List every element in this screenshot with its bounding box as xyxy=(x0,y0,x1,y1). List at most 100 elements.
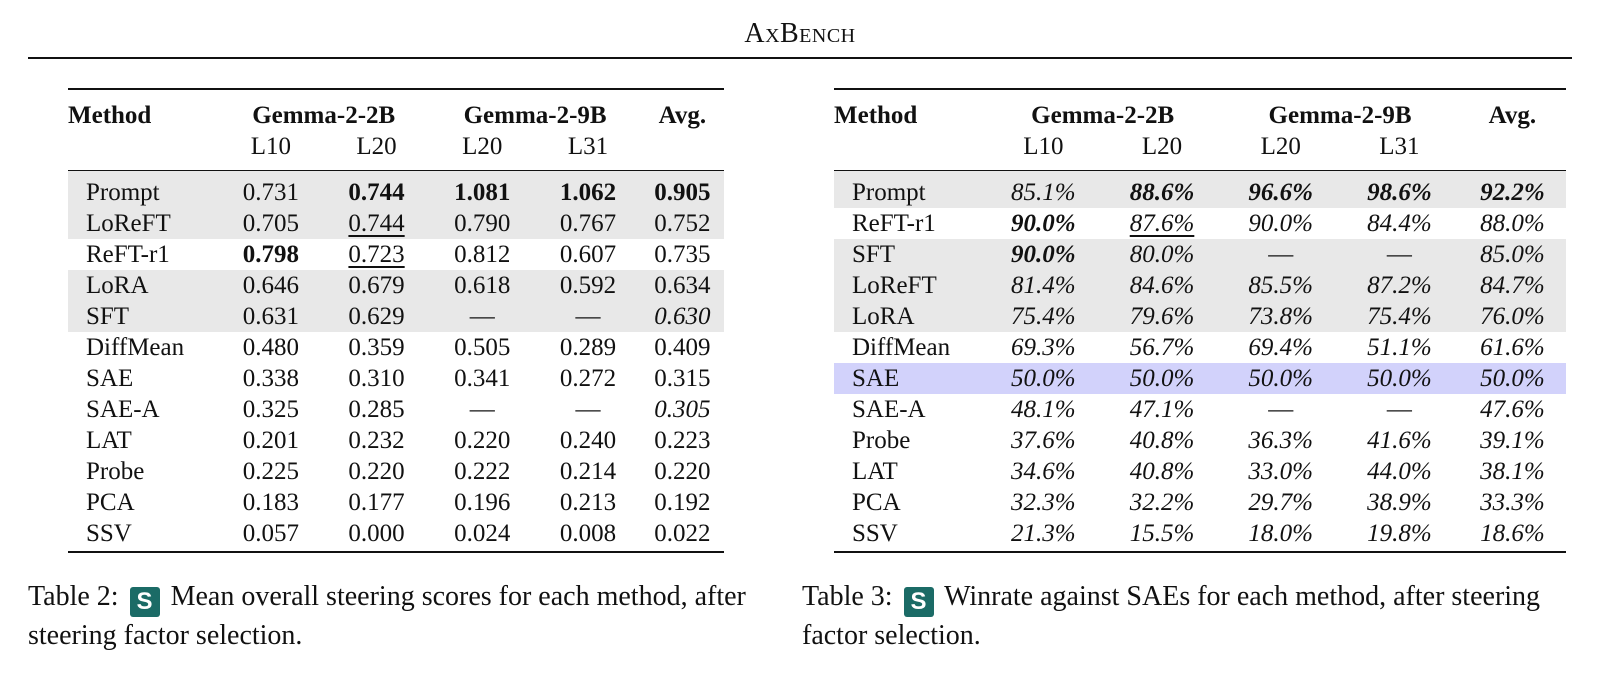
value-cell: 75.4% xyxy=(984,301,1103,332)
value-cell: 29.7% xyxy=(1248,489,1313,516)
method-cell: SFT xyxy=(68,301,218,332)
value-cell: 0.767 xyxy=(535,208,641,239)
value-cell: 48.1% xyxy=(1011,396,1076,423)
caption-text: Winrate against SAEs for each method, af… xyxy=(802,581,1541,651)
value-cell: 18.0% xyxy=(1221,518,1341,553)
value-cell: 50.0% xyxy=(1340,363,1459,394)
value-cell: 0.008 xyxy=(535,518,641,553)
value-cell: 0.679 xyxy=(323,270,430,301)
steering-badge-icon: S xyxy=(129,587,160,617)
method-cell: Prompt xyxy=(68,170,218,208)
value-cell: 0.341 xyxy=(454,365,511,392)
value-cell: 41.6% xyxy=(1367,427,1432,454)
value-cell: 37.6% xyxy=(1011,427,1076,454)
column-group-gemma-2-2b: Gemma-2-2B xyxy=(218,88,430,128)
method-cell: LoRA xyxy=(834,301,984,332)
table-row: DiffMean 69.3% 56.7% 69.4% 51.1% 61.6% xyxy=(834,332,1566,363)
value-cell: 44.0% xyxy=(1367,458,1432,485)
table-row: LoReFT 0.705 0.744 0.790 0.767 0.752 xyxy=(68,208,724,239)
value-cell: 0.285 xyxy=(348,396,405,423)
method-cell: SFT xyxy=(834,239,984,270)
value-cell: — xyxy=(1268,396,1294,423)
column-header-layer: L20 xyxy=(1102,128,1222,171)
value-cell: 38.1% xyxy=(1480,458,1545,485)
method-cell: SAE xyxy=(86,365,134,392)
value-cell: 76.0% xyxy=(1458,301,1566,332)
value-cell: 96.6% xyxy=(1221,170,1341,208)
table-row: ReFT-r1 90.0% 87.6% 90.0% 84.4% 88.0% xyxy=(834,208,1566,239)
value-cell: 21.3% xyxy=(984,518,1103,553)
value-cell: 36.3% xyxy=(1248,427,1313,454)
value-cell: 84.6% xyxy=(1102,270,1222,301)
value-cell: 50.0% xyxy=(1102,363,1222,394)
value-cell: — xyxy=(469,396,495,423)
value-cell: 90.0% xyxy=(1248,210,1313,237)
value-cell: 0.480 xyxy=(242,334,299,361)
value-cell: 0.214 xyxy=(559,458,617,485)
value-cell: 85.5% xyxy=(1221,270,1341,301)
method-cell: LoReFT xyxy=(834,270,984,301)
table-2-steering-scores: Method Gemma-2-2B Gemma-2-9B Avg. L10 L2… xyxy=(68,88,724,553)
value-cell: 73.8% xyxy=(1221,301,1341,332)
value-cell: 18.6% xyxy=(1458,518,1566,553)
value-cell: 0.723 xyxy=(348,241,405,268)
caption-text: Mean overall steering scores for each me… xyxy=(28,581,746,651)
method-cell: SAE-A xyxy=(86,396,160,423)
value-cell: 32.2% xyxy=(1129,489,1195,516)
method-cell: DiffMean xyxy=(852,334,951,361)
value-cell: — xyxy=(1340,239,1459,270)
table-row: LoReFT 81.4% 84.6% 85.5% 87.2% 84.7% xyxy=(834,270,1566,301)
method-cell: Probe xyxy=(86,458,145,485)
value-cell: 87.6% xyxy=(1129,210,1195,237)
table-row: SAE 50.0% 50.0% 50.0% 50.0% 50.0% xyxy=(834,363,1566,394)
method-cell: SAE xyxy=(834,363,984,394)
column-header-layer: L20 xyxy=(1221,128,1341,171)
value-cell: 0.705 xyxy=(218,208,324,239)
value-cell: 0.024 xyxy=(429,518,536,553)
table-row: PCA 0.183 0.177 0.196 0.213 0.192 xyxy=(68,487,724,518)
value-cell: 0.359 xyxy=(348,334,405,361)
value-cell: 0.409 xyxy=(654,334,711,361)
value-cell: 0.289 xyxy=(559,334,617,361)
value-cell: 85.0% xyxy=(1458,239,1566,270)
value-cell: 39.1% xyxy=(1480,427,1545,454)
value-cell: 87.2% xyxy=(1340,270,1459,301)
column-group-gemma-2-9b: Gemma-2-9B xyxy=(429,88,641,128)
value-cell: 47.6% xyxy=(1480,396,1545,423)
running-header: AxBench xyxy=(744,18,856,49)
value-cell: 40.8% xyxy=(1129,458,1195,485)
value-cell: 0.213 xyxy=(559,489,617,516)
table-row: PCA 32.3% 32.2% 29.7% 38.9% 33.3% xyxy=(834,487,1566,518)
value-cell: 0.220 xyxy=(348,458,405,485)
value-cell: 15.5% xyxy=(1102,518,1222,553)
method-cell: SAE-A xyxy=(852,396,926,423)
value-cell: 0.731 xyxy=(218,170,324,208)
column-header-layer: L10 xyxy=(984,128,1103,171)
value-cell: 33.0% xyxy=(1248,458,1313,485)
value-cell: 84.7% xyxy=(1458,270,1566,301)
value-cell: 0.735 xyxy=(654,241,711,268)
column-header-layer: L10 xyxy=(218,128,324,171)
value-cell: — xyxy=(429,301,536,332)
value-cell: — xyxy=(535,301,641,332)
value-cell: 84.4% xyxy=(1367,210,1432,237)
value-cell: 0.183 xyxy=(242,489,299,516)
table-row: SFT 0.631 0.629— —0.630 xyxy=(68,301,724,332)
method-cell: LoReFT xyxy=(68,208,218,239)
table-row: SFT 90.0% 80.0% — —85.0% xyxy=(834,239,1566,270)
value-cell: 40.8% xyxy=(1129,427,1195,454)
value-cell: 0.744 xyxy=(323,170,430,208)
value-cell: 0.201 xyxy=(242,427,299,454)
value-cell: 0.223 xyxy=(654,427,711,454)
column-header-method: Method xyxy=(68,88,218,128)
value-cell: 0.630 xyxy=(640,301,724,332)
value-cell: 85.1% xyxy=(984,170,1103,208)
table-row: LoRA 0.646 0.679 0.618 0.592 0.634 xyxy=(68,270,724,301)
value-cell: 0.192 xyxy=(654,489,711,516)
value-cell: 0.752 xyxy=(640,208,724,239)
method-cell: Prompt xyxy=(834,170,984,208)
value-cell: 0.790 xyxy=(429,208,536,239)
value-cell: 0.196 xyxy=(454,489,511,516)
table-2-caption: Table 2: S Mean overall steering scores … xyxy=(28,578,768,654)
table-row: ReFT-r1 0.798 0.723 0.812 0.607 0.735 xyxy=(68,239,724,270)
